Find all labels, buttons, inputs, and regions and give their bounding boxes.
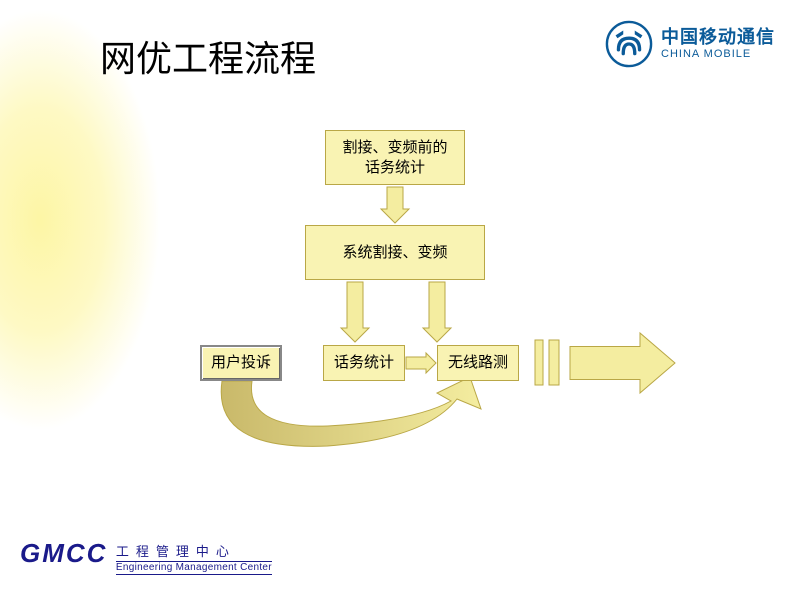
flowchart: 割接、变频前的话务统计系统割接、变频用户投诉 话务统计无线路测 xyxy=(0,0,800,600)
flow-node-n2: 系统割接、变频 xyxy=(305,225,485,280)
footer-gmcc: GMCC xyxy=(20,538,107,569)
logo-text-cn: 中国移动通信 xyxy=(661,28,775,48)
china-mobile-icon xyxy=(605,20,653,68)
flow-node-n5: 无线路测 xyxy=(437,345,519,381)
footer-en: Engineering Management Center xyxy=(116,562,272,575)
footer-cn: 工程管理中心 xyxy=(116,541,272,562)
flow-node-n3: 用户投诉 xyxy=(200,345,282,381)
page-title: 网优工程流程 xyxy=(100,30,316,82)
flow-node-n1: 割接、变频前的话务统计 xyxy=(325,130,465,185)
flow-node-n4: 话务统计 xyxy=(323,345,405,381)
logo: 中国移动通信 CHINA MOBILE xyxy=(605,20,775,68)
logo-text-en: CHINA MOBILE xyxy=(661,48,775,60)
footer: GMCC 工程管理中心 Engineering Management Cente… xyxy=(20,538,272,575)
